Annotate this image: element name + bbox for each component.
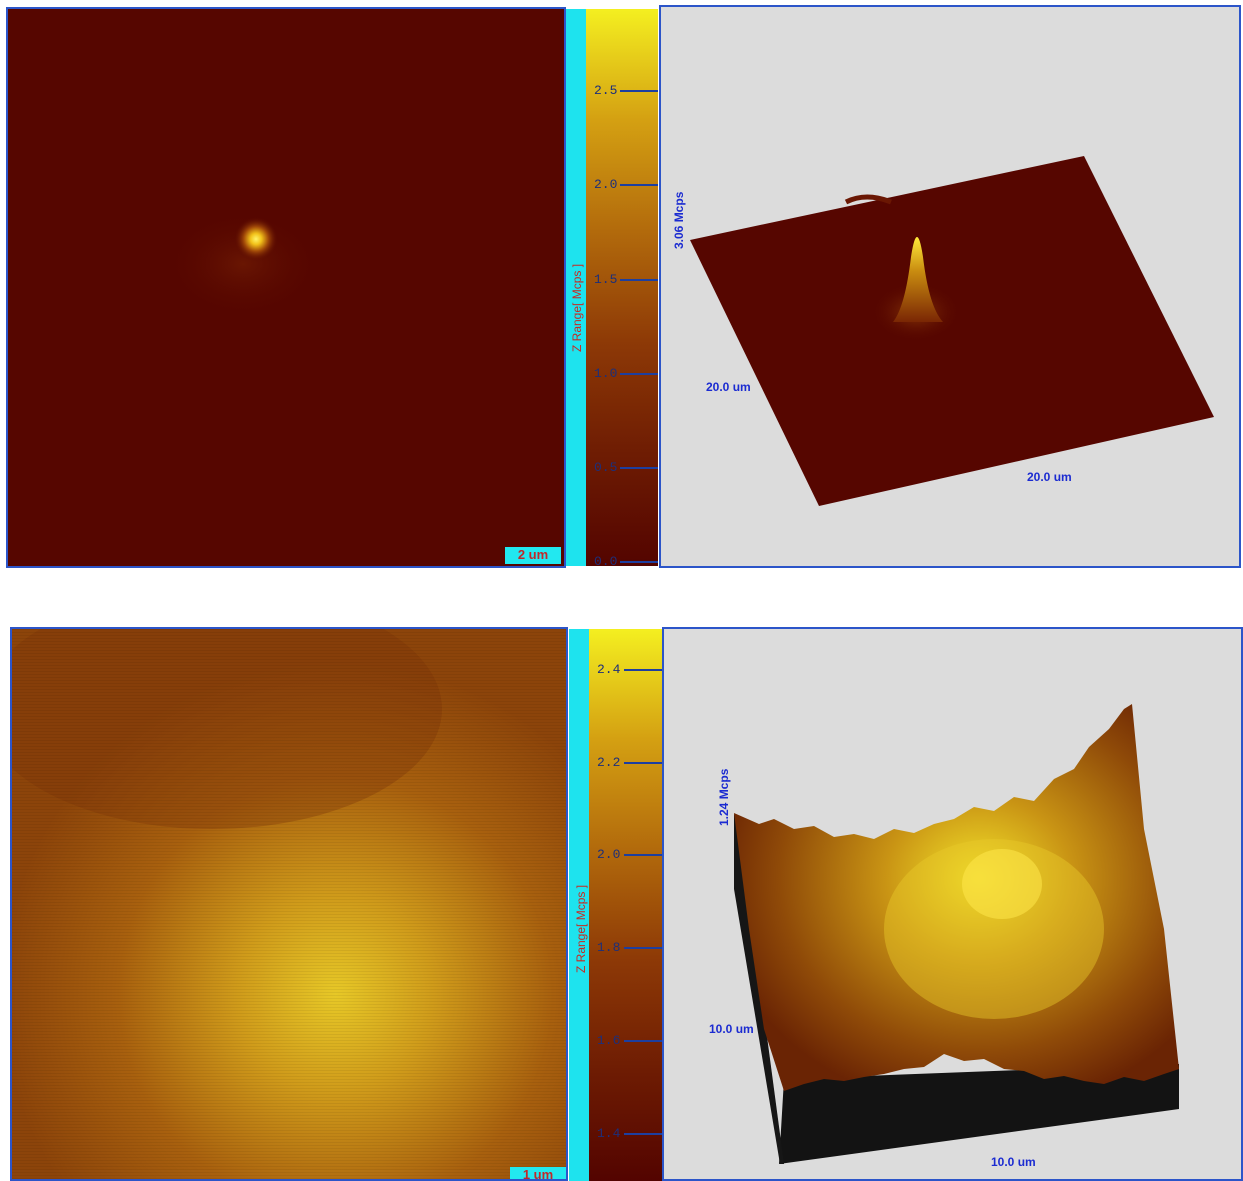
scale-bar: 2 um (505, 547, 561, 564)
bottom-3d-view[interactable]: 1.24 Mcps 10.0 um 10.0 um (662, 627, 1243, 1181)
bottom-3d-surface (734, 704, 1179, 1164)
bottom-zrange-label: Z Range[ Mcps ] (574, 884, 588, 973)
bottom-zrange-strip (569, 629, 589, 1181)
top-3d-view[interactable]: 3.06 Mcps 20.0 um 20.0 um (659, 5, 1241, 568)
z-axis-label: 1.24 Mcps (717, 768, 731, 826)
x-axis-label: 10.0 um (709, 1022, 754, 1036)
x-axis-label: 20.0 um (706, 380, 751, 394)
top-2d-image (8, 9, 564, 566)
y-axis-label: 20.0 um (1027, 470, 1072, 484)
bottom-2d-image (12, 629, 566, 1179)
bottom-colorbar: 2.4 2.2 2.0 1.8 1.6 1.4 (589, 629, 662, 1181)
top-zrange-label: Z Range[ Mcps ] (570, 263, 584, 352)
top-3d-surface (690, 156, 1214, 506)
scale-bar: 1 um (510, 1167, 566, 1179)
top-zrange-strip (566, 9, 586, 566)
top-2d-map[interactable]: 2 um (6, 7, 566, 568)
bottom-2d-map[interactable]: 1 um (10, 627, 568, 1181)
top-colorbar: 2.5 2.0 1.5 1.0 0.5 0.0 (586, 9, 658, 566)
y-axis-label: 10.0 um (991, 1155, 1036, 1169)
z-axis-label: 3.06 Mcps (672, 191, 686, 249)
